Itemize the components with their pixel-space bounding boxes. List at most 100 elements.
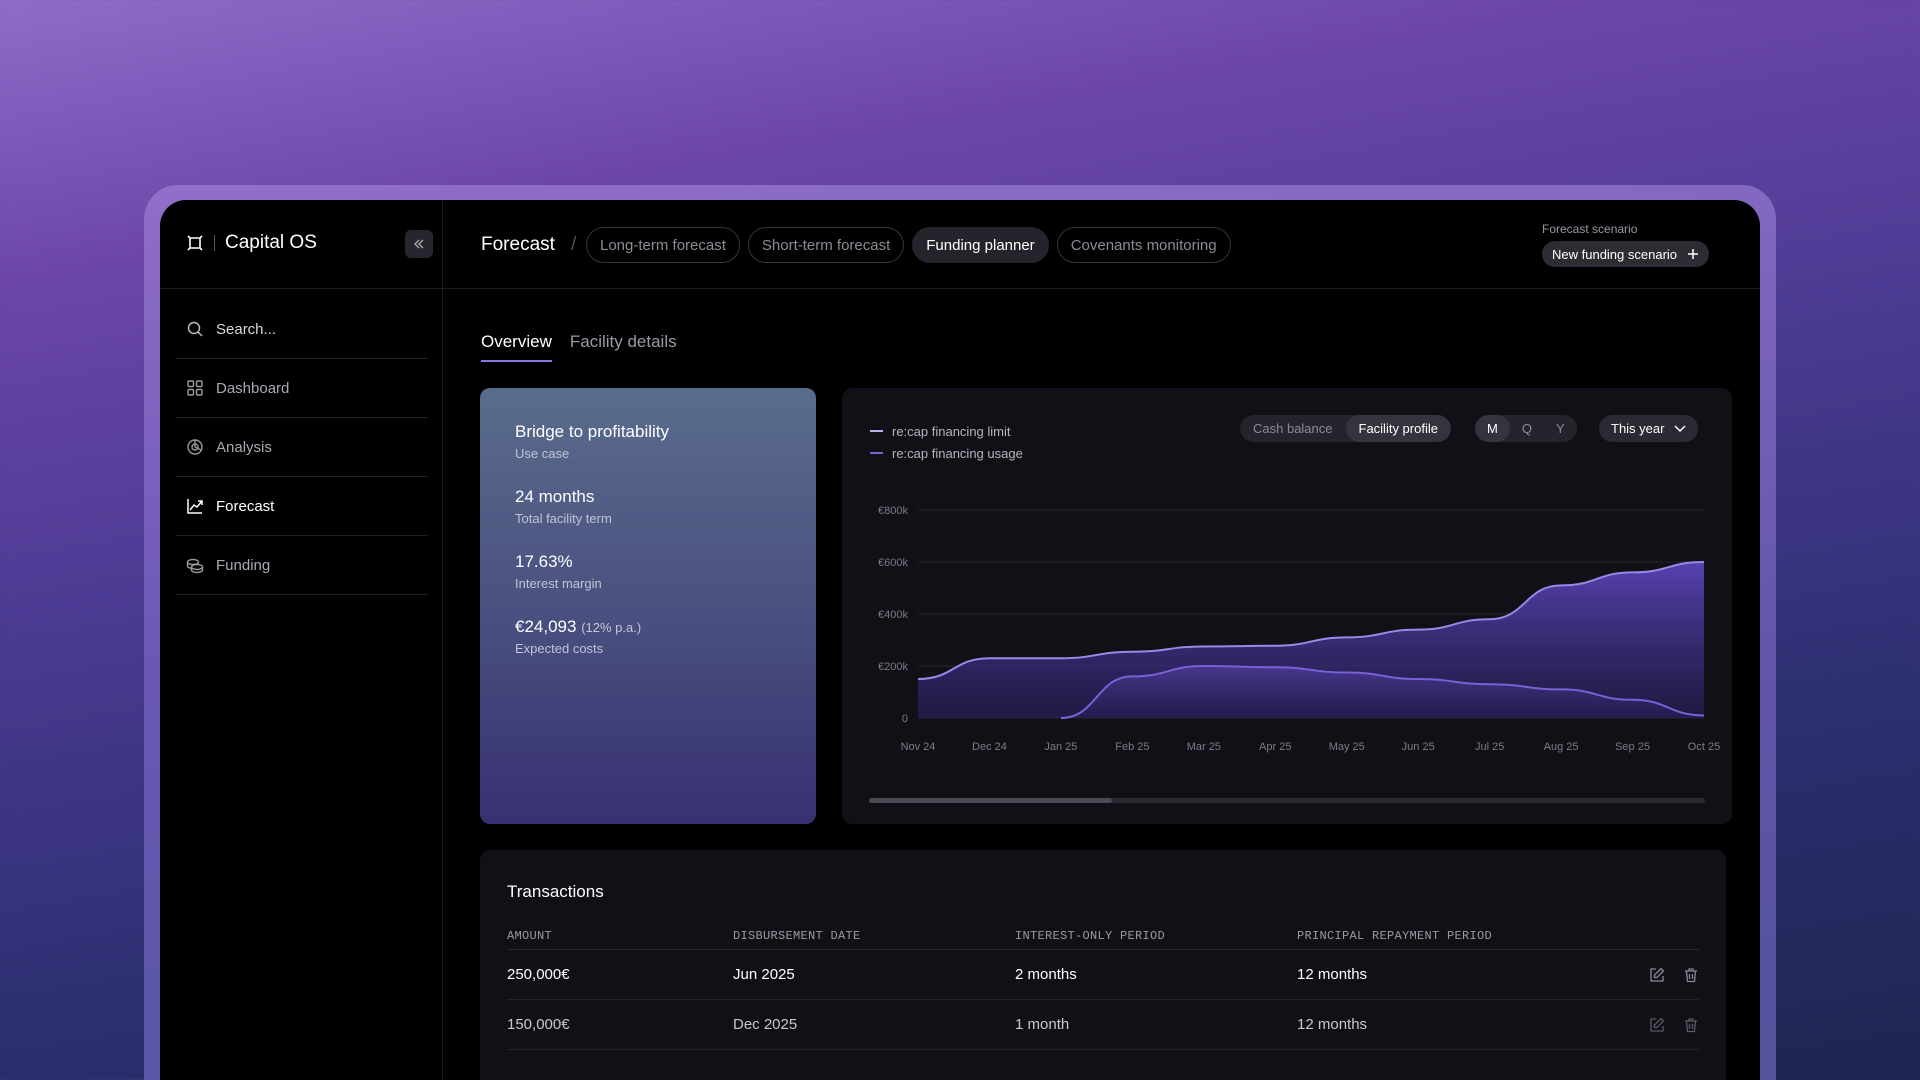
facility-term-block: 24 months Total facility term [515, 487, 781, 526]
coins-icon [186, 558, 204, 574]
facility-chart: 0 €200k €400k €600k €800k Nov 24 Dec 24 Jan 25 F… [878, 505, 1720, 753]
plus-icon [1688, 249, 1699, 259]
limit-line [917, 561, 1705, 680]
x-tick-label: Apr 25 [1259, 741, 1291, 753]
subtabs: Overview Facility details [481, 332, 677, 362]
sidebar-item-label: Forecast [216, 497, 275, 515]
table-row[interactable]: 250,000€ Jun 2025 2 months 12 months [507, 950, 1699, 1000]
trend-chart-icon [187, 499, 203, 514]
period-monthly-button[interactable]: M [1475, 415, 1510, 442]
brand[interactable]: Capital OS [186, 232, 317, 254]
y-tick-label: €600k [878, 557, 908, 569]
tab-facility-details[interactable]: Facility details [569, 332, 677, 351]
interest-margin-value: 17.63% [515, 552, 573, 571]
x-tick-label: Mar 25 [1187, 741, 1221, 753]
usage-area [1060, 666, 1704, 718]
edit-icon[interactable] [1649, 967, 1665, 983]
sidebar-item-analysis[interactable]: Analysis [176, 418, 428, 477]
search-input[interactable]: Search... [176, 300, 428, 359]
chart-scrollbar[interactable] [869, 798, 1705, 803]
collapse-sidebar-button[interactable] [405, 230, 433, 258]
sidebar-item-label: Funding [216, 556, 271, 574]
period-toggle: M Q Y [1475, 415, 1577, 442]
row-actions [1629, 967, 1699, 983]
tab-short-term-forecast[interactable]: Short-term forecast [747, 227, 905, 263]
sidebar-item-label: Dashboard [216, 379, 290, 397]
facility-profile-toggle[interactable]: Facility profile [1345, 415, 1451, 442]
sidebar-divider [160, 288, 443, 289]
tab-funding-planner[interactable]: Funding planner [912, 227, 1049, 263]
logo-icon [187, 235, 203, 251]
use-case-value: Bridge to profitability [515, 422, 670, 441]
expected-costs-block: €24,093 (12% p.a.) Expected costs [515, 617, 781, 656]
date-range-value: This year [1611, 421, 1665, 436]
interest-only-cell: 1 month [1015, 1016, 1070, 1033]
cash-balance-toggle[interactable]: Cash balance [1253, 421, 1333, 436]
grid-icon [187, 380, 203, 396]
facility-summary-card: Bridge to profitability Use case 24 mont… [480, 388, 816, 824]
column-header-principal-repayment-period: PRINCIPAL REPAYMENT PERIOD [1297, 929, 1493, 943]
sidebar-nav: Search... Dashboard Analysis Forecast Fu… [176, 300, 428, 595]
x-tick-label: Nov 24 [901, 741, 936, 753]
y-tick-label: €400k [878, 609, 908, 621]
column-header-disbursement-date: DISBURSEMENT DATE [733, 929, 861, 943]
legend-label: re:cap financing limit [892, 423, 1011, 439]
chart-scrollbar-thumb[interactable] [869, 798, 1112, 803]
y-tick-label: €200k [878, 661, 908, 673]
main-content: Forecast / Long-term forecast Short-term… [443, 200, 1760, 1080]
legend-item-usage: re:cap financing usage [870, 442, 1023, 464]
top-bar: Forecast / Long-term forecast Short-term… [443, 200, 1760, 289]
facility-term-value: 24 months [515, 487, 595, 506]
limit-area [918, 562, 1704, 718]
transactions-title: Transactions [507, 882, 604, 901]
repayment-cell: 12 months [1297, 966, 1368, 983]
scenario-label: Forecast scenario [1542, 222, 1638, 236]
chart-view-toggle: Cash balance Facility profile [1240, 415, 1451, 442]
period-quarterly-button[interactable]: Q [1521, 421, 1532, 436]
x-tick-label: Sep 25 [1615, 741, 1650, 753]
column-header-amount: AMOUNT [507, 929, 553, 943]
sidebar: Capital OS Search... Dashboard Analysis [160, 200, 443, 1080]
sidebar-item-forecast[interactable]: Forecast [176, 477, 428, 536]
date-range-dropdown[interactable]: This year [1599, 415, 1699, 442]
chart-legend: re:cap financing limit re:cap financing … [870, 420, 1023, 464]
interest-only-cell: 2 months [1015, 966, 1077, 983]
scenario-button-label: New funding scenario [1552, 246, 1678, 262]
transactions-table: AMOUNT DISBURSEMENT DATE INTEREST-ONLY P… [507, 923, 1699, 1050]
trash-icon[interactable] [1683, 1017, 1699, 1033]
edit-icon[interactable] [1649, 1017, 1665, 1033]
tab-long-term-forecast[interactable]: Long-term forecast [586, 227, 740, 263]
legend-swatch-usage [870, 452, 883, 454]
forecast-tabs: Long-term forecast Short-term forecast F… [586, 227, 1231, 263]
search-placeholder: Search... [216, 320, 277, 338]
column-header-interest-only-period: INTEREST-ONLY PERIOD [1015, 929, 1166, 943]
interest-margin-block: 17.63% Interest margin [515, 552, 781, 591]
period-yearly-button[interactable]: Y [1555, 421, 1565, 436]
table-header: AMOUNT DISBURSEMENT DATE INTEREST-ONLY P… [507, 923, 1699, 950]
usage-line [1060, 664, 1705, 719]
x-tick-label: Feb 25 [1115, 741, 1149, 753]
tab-overview[interactable]: Overview [481, 332, 552, 362]
sidebar-item-dashboard[interactable]: Dashboard [176, 359, 428, 418]
row-actions [1629, 1017, 1699, 1033]
use-case-block: Bridge to profitability Use case [515, 422, 781, 461]
expected-costs-value: €24,093 [515, 617, 577, 636]
x-tick-label: Dec 24 [972, 741, 1007, 753]
new-funding-scenario-button[interactable]: New funding scenario [1542, 241, 1710, 267]
breadcrumb-separator: / [571, 234, 577, 255]
repayment-cell: 12 months [1297, 1016, 1368, 1033]
page-title: Forecast [481, 234, 555, 255]
x-tick-label: Oct 25 [1688, 741, 1720, 753]
legend-label: re:cap financing usage [892, 445, 1023, 461]
table-row[interactable]: 150,000€ Dec 2025 1 month 12 months [507, 1000, 1699, 1050]
app-name: Capital OS [225, 232, 317, 253]
search-icon [187, 321, 203, 337]
tab-covenants-monitoring[interactable]: Covenants monitoring [1056, 227, 1231, 263]
legend-item-limit: re:cap financing limit [870, 420, 1023, 442]
expected-costs-label: Expected costs [515, 641, 604, 656]
interest-margin-label: Interest margin [515, 576, 602, 591]
trash-icon[interactable] [1683, 967, 1699, 983]
brand-divider [214, 235, 215, 251]
sidebar-item-funding[interactable]: Funding [176, 536, 428, 595]
legend-swatch-limit [870, 430, 883, 432]
